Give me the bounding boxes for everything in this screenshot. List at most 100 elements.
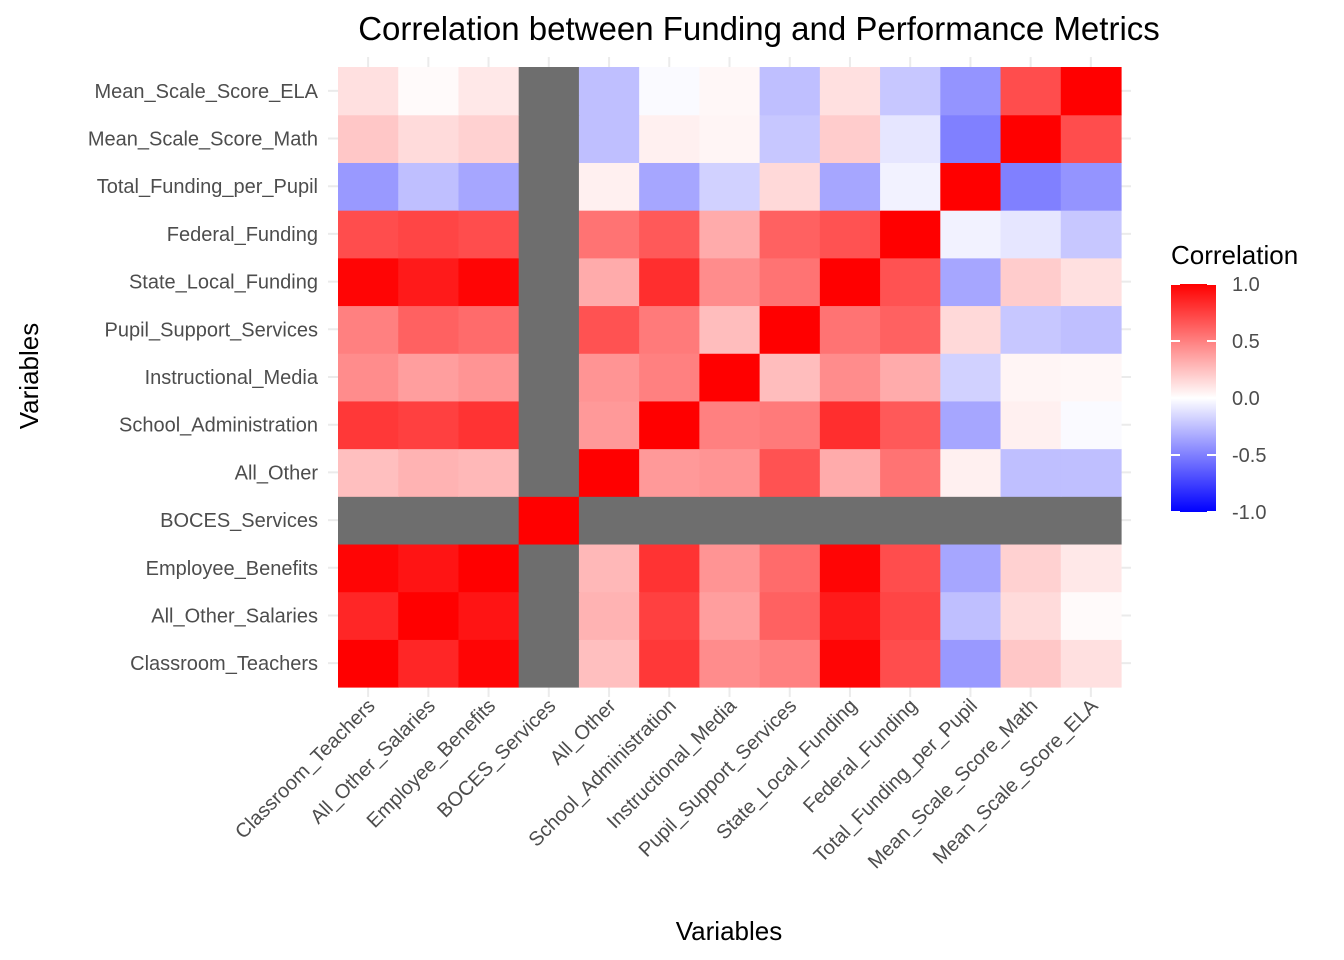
heatmap-cell: Instructional_Media / All_Other_Salaries…	[398, 353, 460, 402]
x-tick-label: Federal_Funding	[799, 695, 921, 817]
heatmap-cell: BOCES_Services / School_Administration: …	[639, 496, 700, 545]
heatmap-cell: School_Administration / State_Local_Fund…	[819, 400, 881, 450]
heatmap-cell: School_Administration / Classroom_Teache…	[338, 400, 399, 450]
heatmap-cell: Federal_Funding / School_Administration:…	[639, 210, 700, 259]
heatmap-cell: Pupil_Support_Services / School_Administ…	[639, 305, 700, 354]
heatmap-cell: State_Local_Funding / All_Other: 0.33	[578, 257, 640, 307]
heatmap-cell: Classroom_Teachers / Federal_Funding: 0.…	[880, 639, 941, 688]
heatmap-cell: Classroom_Teachers / All_Other: 0.25	[578, 639, 640, 688]
heatmap-cell: Federal_Funding / Federal_Funding: 1	[880, 210, 941, 259]
heatmap-cell: Mean_Scale_Score_ELA / Mean_Scale_Score_…	[1000, 67, 1062, 116]
x-tick-label: BOCES_Services	[433, 695, 560, 822]
heatmap-cell: Classroom_Teachers / Classroom_Teachers:…	[338, 639, 399, 688]
heatmap-cell: Federal_Funding / Mean_Scale_Score_Math:…	[1000, 210, 1062, 259]
heatmap-cell: All_Other / Mean_Scale_Score_Math: -0.25	[1000, 448, 1062, 497]
heatmap-cell: Pupil_Support_Services / All_Other: 0.68	[578, 305, 640, 354]
heatmap-cell: State_Local_Funding / Instructional_Medi…	[699, 257, 761, 307]
heatmap-cell: Total_Funding_per_Pupil / All_Other_Sala…	[398, 162, 460, 211]
heatmap-cell: BOCES_Services / Mean_Scale_Score_ELA: N…	[1060, 496, 1122, 545]
heatmap-cell: Employee_Benefits / Classroom_Teachers: …	[338, 543, 399, 593]
heatmap-cell: Classroom_Teachers / Pupil_Support_Servi…	[759, 639, 821, 688]
heatmap-cell: Employee_Benefits / All_Other: 0.28	[578, 543, 640, 593]
heatmap-cell: All_Other_Salaries / Mean_Scale_Score_EL…	[1060, 591, 1122, 640]
heatmap-cell: Mean_Scale_Score_ELA / Instructional_Med…	[699, 67, 761, 116]
heatmap-cells: Classroom_Teachers / Classroom_Teachers:…	[338, 67, 1122, 688]
y-tick-label: Instructional_Media	[145, 367, 319, 389]
heatmap-cell: Instructional_Media / Pupil_Support_Serv…	[759, 353, 821, 402]
x-tick-labels: Classroom_TeachersAll_Other_SalariesEmpl…	[231, 694, 1103, 873]
heatmap-cell: Pupil_Support_Services / Mean_Scale_Scor…	[1000, 305, 1062, 354]
heatmap-cell: Classroom_Teachers / All_Other_Salaries:…	[398, 639, 460, 688]
heatmap-cell: Mean_Scale_Score_ELA / Federal_Funding: …	[880, 67, 941, 116]
heatmap-cell: All_Other_Salaries / All_Other_Salaries:…	[398, 591, 460, 640]
legend-tick-label: 0.0	[1232, 388, 1260, 410]
heatmap-cell: Federal_Funding / State_Local_Funding: 0…	[819, 210, 881, 259]
y-tick-label: Pupil_Support_Services	[105, 319, 318, 341]
heatmap-cell: State_Local_Funding / Federal_Funding: 0…	[880, 257, 941, 307]
heatmap-cell: School_Administration / All_Other_Salari…	[398, 400, 460, 450]
heatmap-cell: Instructional_Media / State_Local_Fundin…	[819, 353, 881, 402]
y-tick-label: All_Other	[235, 462, 319, 484]
heatmap-cell: Instructional_Media / Classroom_Teachers…	[338, 353, 399, 402]
heatmap-cell: BOCES_Services / Instructional_Media: NA	[699, 496, 761, 545]
heatmap-cell: All_Other / Classroom_Teachers: 0.25	[338, 448, 399, 497]
heatmap-cell: Mean_Scale_Score_Math / Mean_Scale_Score…	[1000, 114, 1062, 163]
heatmap-cell: Employee_Benefits / Total_Funding_per_Pu…	[940, 543, 1002, 593]
heatmap-cell: Mean_Scale_Score_ELA / Mean_Scale_Score_…	[1060, 67, 1122, 116]
heatmap-cell: All_Other_Salaries / Instructional_Media…	[699, 591, 761, 640]
heatmap-cell: All_Other / Total_Funding_per_Pupil: 0.0…	[940, 448, 1002, 497]
heatmap-cell: Mean_Scale_Score_ELA / All_Other: -0.25	[578, 67, 640, 116]
y-tick-label: Mean_Scale_Score_Math	[88, 129, 318, 151]
heatmap-cell: Pupil_Support_Services / Mean_Scale_Scor…	[1060, 305, 1122, 354]
heatmap-cell: All_Other / Federal_Funding: 0.55	[880, 448, 941, 497]
heatmap-cell: BOCES_Services / State_Local_Funding: NA	[819, 496, 881, 545]
heatmap-cell: All_Other / All_Other_Salaries: 0.3	[398, 448, 460, 497]
heatmap-cell: BOCES_Services / Employee_Benefits: NA	[458, 496, 520, 545]
heatmap-cell: School_Administration / Federal_Funding:…	[880, 400, 941, 450]
heatmap-cell: Classroom_Teachers / Mean_Scale_Score_Ma…	[1000, 639, 1062, 688]
y-tick-label: Employee_Benefits	[146, 558, 318, 580]
heatmap-cell: Mean_Scale_Score_Math / Mean_Scale_Score…	[1060, 114, 1122, 163]
heatmap-cell: State_Local_Funding / All_Other_Salaries…	[398, 257, 460, 307]
heatmap-cell: State_Local_Funding / Employee_Benefits:…	[458, 257, 520, 307]
y-tick-label: Total_Funding_per_Pupil	[97, 176, 318, 198]
x-axis-title: Variables	[676, 916, 782, 946]
heatmap-cell: Total_Funding_per_Pupil / Pupil_Support_…	[759, 162, 821, 211]
heatmap-cell: State_Local_Funding / Mean_Scale_Score_E…	[1060, 257, 1122, 307]
heatmap-cell: Pupil_Support_Services / All_Other_Salar…	[398, 305, 460, 354]
heatmap-cell: State_Local_Funding / Total_Funding_per_…	[940, 257, 1002, 307]
heatmap-cell: Mean_Scale_Score_ELA / All_Other_Salarie…	[398, 67, 460, 116]
heatmap-cell: School_Administration / Employee_Benefit…	[458, 400, 520, 450]
heatmap-cell: Classroom_Teachers / Instructional_Media…	[699, 639, 761, 688]
heatmap-cell: Mean_Scale_Score_Math / All_Other: -0.25	[578, 114, 640, 163]
y-tick-label: Mean_Scale_Score_ELA	[95, 81, 319, 103]
heatmap-cell: Federal_Funding / All_Other: 0.55	[578, 210, 640, 259]
y-tick-label: School_Administration	[119, 415, 318, 437]
heatmap-cell: Employee_Benefits / BOCES_Services: NA	[518, 543, 580, 593]
heatmap-cell: Employee_Benefits / Mean_Scale_Score_Mat…	[1000, 543, 1062, 593]
heatmap-cell: Employee_Benefits / Mean_Scale_Score_ELA…	[1060, 543, 1122, 593]
heatmap-cell: Instructional_Media / Employee_Benefits:…	[458, 353, 520, 402]
heatmap-cell: Instructional_Media / School_Administrat…	[639, 353, 700, 402]
heatmap-cell: Classroom_Teachers / School_Administrati…	[639, 639, 700, 688]
heatmap-cell: BOCES_Services / Pupil_Support_Services:…	[759, 496, 821, 545]
heatmap-cell: School_Administration / Total_Funding_pe…	[940, 400, 1002, 450]
heatmap-cell: Federal_Funding / Classroom_Teachers: 0.…	[338, 210, 399, 259]
heatmap-cell: All_Other / Mean_Scale_Score_ELA: -0.25	[1060, 448, 1122, 497]
heatmap-cell: Classroom_Teachers / Mean_Scale_Score_EL…	[1060, 639, 1122, 688]
heatmap-cell: Federal_Funding / Pupil_Support_Services…	[759, 210, 821, 259]
y-tick-label: All_Other_Salaries	[151, 605, 318, 627]
y-tick-label: State_Local_Funding	[129, 272, 318, 294]
heatmap-cell: All_Other_Salaries / Federal_Funding: 0.…	[880, 591, 941, 640]
chart-title: Correlation between Funding and Performa…	[358, 10, 1160, 47]
heatmap-cell: Pupil_Support_Services / Instructional_M…	[699, 305, 761, 354]
heatmap-cell: Mean_Scale_Score_Math / Employee_Benefit…	[458, 114, 520, 163]
heatmap-cell: BOCES_Services / Total_Funding_per_Pupil…	[940, 496, 1002, 545]
heatmap-cell: State_Local_Funding / Mean_Scale_Score_M…	[1000, 257, 1062, 307]
heatmap-cell: State_Local_Funding / School_Administrat…	[639, 257, 700, 307]
heatmap-cell: School_Administration / Instructional_Me…	[699, 400, 761, 450]
heatmap-cell: All_Other / Pupil_Support_Services: 0.68	[759, 448, 821, 497]
heatmap-cell: Mean_Scale_Score_Math / Federal_Funding:…	[880, 114, 941, 163]
heatmap-cell: Mean_Scale_Score_ELA / BOCES_Services: N…	[518, 67, 580, 116]
